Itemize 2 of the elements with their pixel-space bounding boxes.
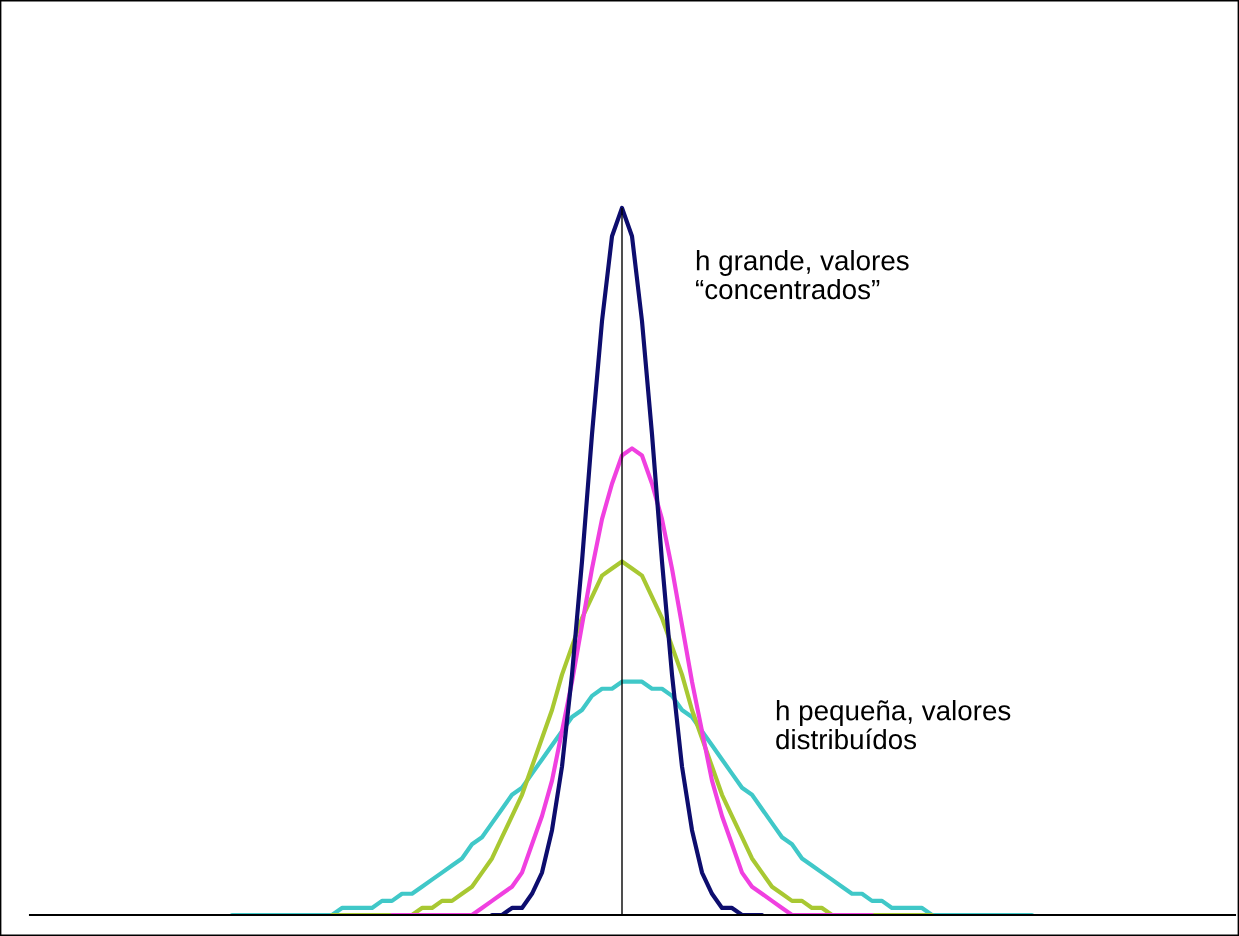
annotation: h pequeña, valores distribuídos	[776, 700, 1011, 750]
annotation: h grande, valores “concentrados”	[696, 250, 909, 300]
